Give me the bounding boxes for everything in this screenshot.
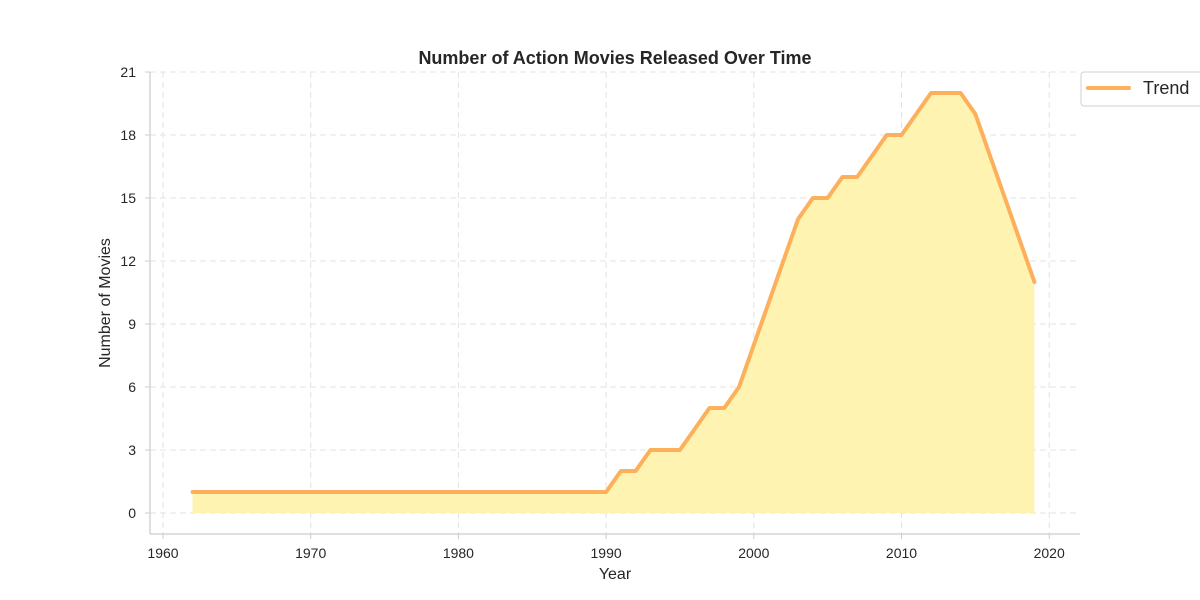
- x-tick-label: 1990: [591, 545, 622, 561]
- series-line-trend: [190, 91, 1037, 494]
- x-tick-labels: 1960 1970 1980 1990 2000 2010 2020: [147, 534, 1065, 561]
- y-tick-label: 0: [128, 505, 136, 521]
- y-tick-label: 12: [120, 253, 136, 269]
- legend-label-trend: Trend: [1143, 78, 1189, 98]
- trend-line-layer: [190, 91, 1037, 494]
- y-tick-label: 3: [128, 442, 136, 458]
- x-tick-label: 1960: [147, 545, 178, 561]
- x-tick-label: 2020: [1034, 545, 1065, 561]
- y-tick-label: 15: [120, 190, 136, 206]
- x-axis-label: Year: [599, 566, 632, 583]
- x-tick-label: 1970: [295, 545, 326, 561]
- axes: [149, 72, 1080, 535]
- y-tick-label: 18: [120, 127, 136, 143]
- y-tick-label: 6: [128, 379, 136, 395]
- x-tick-label: 1980: [443, 545, 474, 561]
- legend: Trend: [1080, 71, 1200, 107]
- x-tick-label: 2000: [738, 545, 769, 561]
- x-tick-label: 2010: [886, 545, 917, 561]
- y-tick-labels: 0 3 6 9 12 15 18 21: [120, 64, 150, 521]
- chart-title: Number of Action Movies Released Over Ti…: [418, 48, 811, 68]
- y-tick-label: 9: [128, 316, 136, 332]
- y-tick-label: 21: [120, 64, 136, 80]
- legend-box: [1080, 71, 1200, 107]
- y-axis-label: Number of Movies: [97, 238, 114, 368]
